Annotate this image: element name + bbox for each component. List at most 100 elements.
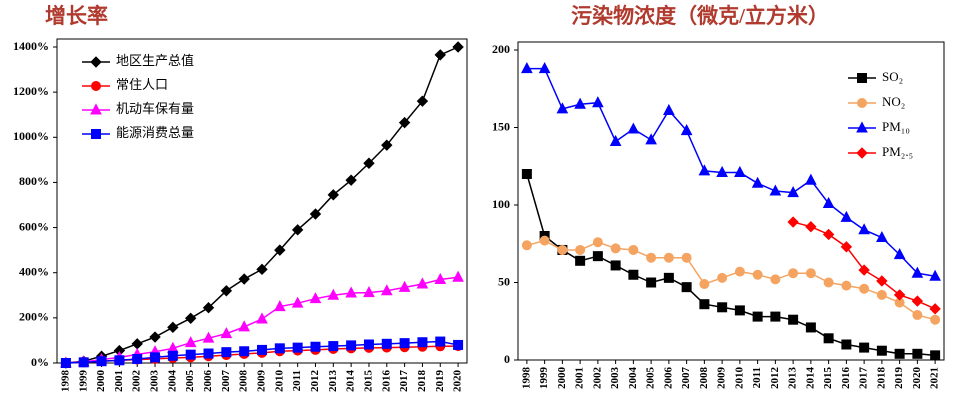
x-tick-label: 2008 [698,367,710,390]
x-tick-label: 2007 [680,367,692,390]
y-tick-label: 0 [504,352,510,366]
marker [399,338,410,349]
marker [327,189,340,201]
marker [592,237,603,248]
marker [876,345,887,356]
marker [929,269,941,281]
marker [645,133,657,145]
marker [788,268,799,279]
chart-title: 污染物浓度（微克/立方米） [571,4,829,28]
marker [680,124,693,136]
x-tick-label: 2001 [113,370,125,392]
marker [346,340,357,351]
marker [310,341,321,352]
x-tick-label: 2021 [929,367,941,389]
marker [274,244,286,256]
marker [894,348,905,359]
marker [770,274,781,285]
x-tick-label: 2011 [291,370,303,391]
x-tick-label: 2018 [875,367,887,390]
marker [381,338,392,349]
x-tick-label: 2013 [787,367,799,390]
marker [734,305,745,316]
x-tick-label: 2008 [238,370,250,393]
x-tick-label: 2014 [345,370,357,393]
marker [539,235,550,246]
marker [435,336,446,347]
marker [628,269,639,280]
legend-label: SO₂ [882,69,903,84]
marker [220,285,233,297]
marker [646,277,657,288]
x-tick-label: 2020 [911,367,923,390]
marker [699,279,710,290]
marker [91,81,101,91]
marker [856,121,868,133]
marker [717,302,728,313]
marker [202,301,215,314]
marker [663,103,675,115]
marker [752,311,763,322]
marker [698,164,711,176]
marker [823,277,834,288]
marker [380,284,393,296]
x-tick-label: 2020 [452,370,464,393]
legend-label: NO₂ [882,94,905,109]
marker [327,288,340,300]
marker [893,289,906,301]
x-tick-label: 2009 [716,367,728,390]
x-tick-label: 2016 [840,367,852,390]
x-tick-label: 2010 [733,367,745,390]
marker [575,255,586,266]
x-tick-label: 2004 [627,367,639,390]
y-tick-label: 600% [19,219,49,233]
marker [840,210,853,222]
marker [273,299,286,312]
legend-label: 机动车保有量 [116,101,194,116]
marker [345,174,357,186]
marker [734,266,745,277]
marker [823,333,834,344]
y-tick-label: 1000% [13,129,49,143]
marker [238,273,250,285]
x-tick-label: 2014 [804,367,816,390]
marker [184,336,197,348]
marker [876,230,888,243]
x-tick-label: 2019 [434,370,446,393]
marker [91,129,101,139]
marker [556,102,569,114]
marker [858,223,870,235]
marker [646,252,657,263]
marker [805,322,816,333]
marker [381,139,393,151]
marker [663,252,674,263]
marker [840,241,853,253]
marker [328,341,339,352]
marker [309,208,322,220]
marker [929,303,941,315]
x-tick-label: 2007 [220,370,232,393]
marker [592,251,603,262]
x-tick-label: 2016 [380,370,392,393]
marker [131,338,143,350]
marker [858,264,870,276]
y-tick-label: 150 [492,119,510,133]
marker [309,292,322,304]
marker [663,272,674,283]
marker [363,157,375,169]
marker [859,283,870,294]
marker [859,342,870,353]
x-tick-label: 2015 [362,370,374,393]
y-tick-label: 200% [19,310,49,324]
legend-label: 常住人口 [116,77,168,92]
marker [575,244,586,255]
y-tick-label: 1400% [13,39,49,53]
marker [769,184,782,196]
chart-title: 增长率 [45,4,108,28]
marker [292,342,303,353]
marker [752,269,763,280]
marker [876,275,888,287]
marker [221,347,232,358]
chart-panel: 污染物浓度（微克/立方米） 0 50 100 150 200 1998 1999 2000 200… [492,4,945,390]
marker [592,96,604,108]
